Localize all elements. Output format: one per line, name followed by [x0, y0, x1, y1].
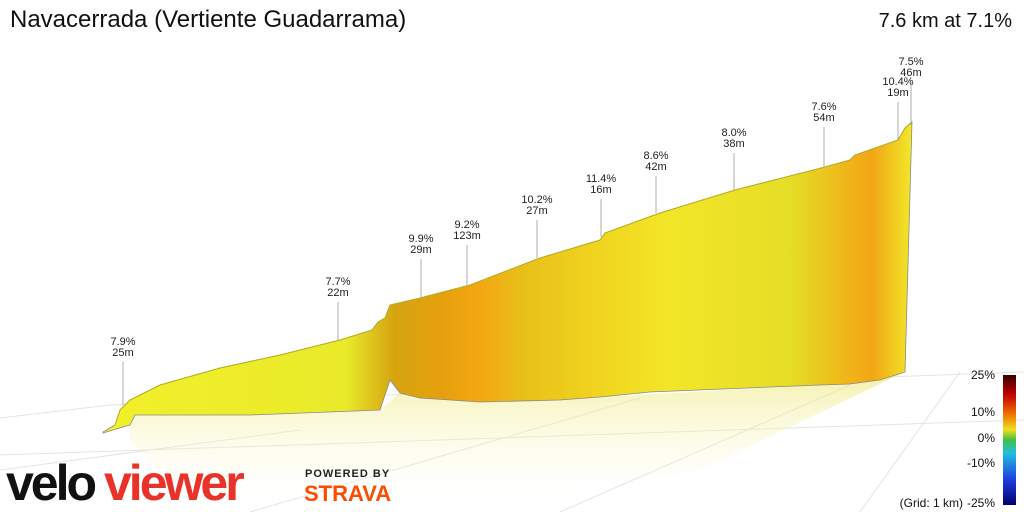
summary: 7.6 km at 7.1%: [879, 10, 1013, 32]
annotation-grade: 7.5%: [898, 56, 923, 68]
legend-label: -10%: [967, 456, 995, 470]
legend-label: 0%: [978, 431, 996, 445]
annotation-length: 46m: [900, 67, 921, 79]
elevation-profile: [102, 121, 913, 434]
annotation-grade: 9.9%: [408, 233, 433, 245]
profile-reflection: [130, 372, 905, 512]
legend-label: 25%: [971, 368, 995, 382]
grid-note: (Grid: 1 km): [900, 496, 963, 510]
legend-label: -25%: [967, 496, 995, 510]
annotation-length: 27m: [526, 205, 547, 217]
annotation-grade: 10.2%: [521, 194, 552, 206]
annotation-grade: 8.6%: [643, 150, 668, 162]
annotation-grade: 7.7%: [325, 276, 350, 288]
annotation-grade: 7.6%: [811, 101, 836, 113]
annotation-length: 22m: [327, 287, 348, 299]
legend-label: 10%: [971, 405, 995, 419]
annotation-length: 29m: [410, 244, 431, 256]
logo-viewer: viewer: [104, 455, 244, 511]
annotation-length: 123m: [453, 230, 481, 242]
annotation-grade: 8.0%: [721, 127, 746, 139]
profile-top-edge: [114, 121, 913, 426]
annotation-grade: 11.4%: [586, 173, 617, 185]
annotation-length: 16m: [590, 184, 611, 196]
annotation-length: 54m: [813, 112, 834, 124]
annotation-length: 42m: [645, 161, 666, 173]
strava-logo: STRAVA: [304, 481, 391, 506]
annotation-grade: 9.2%: [454, 219, 479, 231]
annotation-length: 38m: [723, 138, 744, 150]
annotation-length: 19m: [887, 87, 908, 99]
annotations: 7.9%25m 7.7%22m 9.9%29m 9.2%123m 10.2%27m 11.…: [110, 56, 924, 405]
legend: 25% 10% 0% -10% -25% (Grid: 1 km): [900, 368, 996, 510]
annotation-grade: 10.4%: [882, 76, 913, 88]
annotation-length: 25m: [112, 347, 133, 359]
title: Navacerrada (Vertiente Guadarrama): [10, 6, 406, 33]
logo-velo: velo: [6, 455, 96, 511]
powered-by: POWERED BY: [305, 468, 390, 480]
grade-color-scale: [1003, 375, 1016, 505]
annotation-grade: 7.9%: [110, 336, 135, 348]
